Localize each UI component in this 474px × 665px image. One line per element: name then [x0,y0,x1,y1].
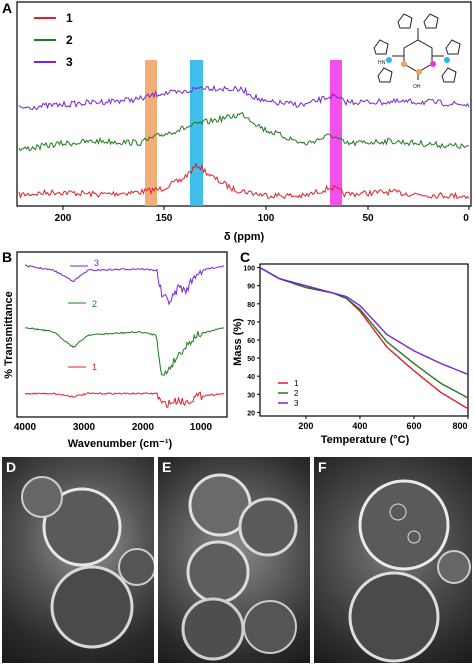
pyrrole-ring-1 [397,13,413,29]
mol-label-oh: OH [413,84,421,90]
nmr-series-3 [18,84,470,111]
ftir-series-1 [24,391,225,408]
mol-orange-marker-2 [416,69,422,75]
ftir-xtick-4000: 4000 [14,422,37,433]
pyrrole-ring-5 [377,67,393,83]
tga-legend-label-1: 1 [294,379,299,388]
tga-frame [259,263,469,417]
tga-series-3 [259,266,469,376]
panel-label-b: B [2,249,12,265]
mol-blue-marker-right [444,57,450,63]
tga-curves [259,266,469,410]
panel-label-e: E [162,459,172,475]
sem-image-d: D [2,457,154,663]
tga-ytick-label: 30 [247,392,255,399]
tga-series-2 [259,266,469,399]
legend-label-3: 3 [66,55,73,69]
tga-ytick-label: 90 [247,284,255,291]
nmr-frame [16,1,472,207]
ftir-xtick-1000: 1000 [190,422,213,433]
panel-label-d: D [6,459,17,475]
pyrrole-ring-3 [373,39,389,55]
nmr-x-axis: 200 150 100 50 0 δ (ppm) [55,206,470,243]
tga-xlabel: Temperature (°C) [321,434,410,446]
tga-xtick-label: 600 [406,421,421,431]
band-67ppm [330,60,342,206]
band-154ppm [145,60,157,206]
tga-ytick-label: 50 [247,356,255,363]
sem-image-e: E [158,457,310,663]
tga-series-1 [259,266,469,410]
tga-x-axis: 200 400 600 800 [298,416,469,431]
sem-image-d-particles [21,476,154,649]
pyrrole-ring-6 [441,67,457,83]
sem-image-e-particles [181,473,298,661]
tga-ytick-label: 60 [247,338,255,345]
ftir-frame [16,251,228,418]
ftir-xtick-3000: 3000 [73,422,96,433]
nmr-xtick-150: 150 [156,213,173,224]
ftir-xlabel: Wavenumber (cm⁻¹) [68,438,173,450]
tga-ytick-label: 20 [247,410,255,417]
nmr-xtick-200: 200 [55,213,72,224]
tga-y-axis: 100 90 80 70 60 50 40 30 20 [243,266,260,417]
nmr-series-1 [18,162,470,200]
tga-ytick-label: 100 [243,266,255,273]
ftir-label-3: 3 [94,258,99,268]
tga-legend: 1 2 3 [278,379,299,408]
tga-legend-label-2: 2 [294,389,299,398]
tga-ytick-label: 40 [247,374,255,381]
panel-label-f: F [318,459,327,475]
ftir-x-axis: 4000 3000 2000 1000 Wavenumber (cm⁻¹) [14,422,213,450]
ftir-spectra [24,264,225,408]
tga-xtick-label: 800 [452,421,467,431]
nmr-xtick-50: 50 [362,213,374,224]
tga-xtick-label: 200 [298,421,313,431]
mol-label-nh: HN [378,60,386,66]
ftir-xtick-2000: 2000 [132,422,155,433]
pyrrole-ring-2 [423,13,439,29]
sem-image-f-particles [348,479,471,663]
panel-label-c: C [240,249,250,265]
mol-orange-marker [401,61,407,67]
ftir-label-1: 1 [92,362,97,372]
nmr-xtick-0: 0 [463,213,469,224]
nmr-xtick-100: 100 [258,213,275,224]
tga-ytick-label: 80 [247,302,255,309]
pyrrole-ring-4 [445,39,461,55]
panel-label-a: A [2,0,12,16]
tga-legend-label-3: 3 [294,399,299,408]
tga-xtick-label: 400 [352,421,367,431]
mol-blue-marker-left [386,57,392,63]
band-132ppm [190,60,203,206]
ftir-label-2: 2 [92,299,97,309]
ftir-series-2 [24,327,225,376]
nmr-xlabel: δ (ppm) [224,231,265,243]
tga-ylabel: Mass (%) [232,318,244,366]
ftir-ylabel: % Transmittance [3,291,15,378]
legend-label-1: 1 [66,11,73,25]
legend-label-2: 2 [66,33,73,47]
tga-ytick-label: 70 [247,320,255,327]
figure-canvas: A 1 2 3 HN OH 200 [2,0,472,450]
nmr-series-2 [18,111,470,152]
mol-magenta-marker [430,61,436,67]
sem-image-f: F [314,457,472,663]
ftir-series-3 [24,264,225,306]
nmr-spectra [18,84,470,200]
nmr-legend: 1 2 3 [34,11,73,69]
central-phenyl-ring [403,39,433,73]
